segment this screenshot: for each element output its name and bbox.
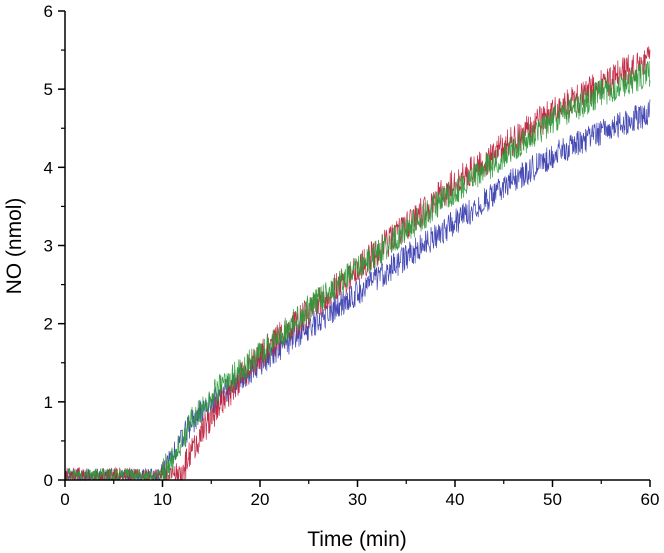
y-tick-label: 5: [44, 80, 53, 99]
x-tick-label: 20: [251, 490, 270, 509]
x-tick-label: 10: [153, 490, 172, 509]
y-tick-label: 0: [44, 471, 53, 490]
series-line: [64, 46, 651, 482]
ticks-layer: 0 10 20 30 40 50 60 0 1 2 3 4 5 6: [44, 2, 660, 509]
x-tick-label: 30: [348, 490, 367, 509]
y-tick-label: 2: [44, 315, 53, 334]
y-axis-title: NO (nmol): [3, 198, 26, 295]
series-layer: [64, 46, 651, 482]
x-tick-label: 60: [641, 490, 660, 509]
x-tick-label: 0: [60, 490, 69, 509]
y-tick-label: 3: [44, 237, 53, 256]
y-tick-label: 4: [44, 158, 53, 177]
x-tick-label: 40: [446, 490, 465, 509]
y-tick-label: 6: [44, 2, 53, 21]
y-tick-label: 1: [44, 393, 53, 412]
axes-layer: [64, 11, 650, 481]
series-line: [64, 61, 651, 482]
x-tick-label: 50: [543, 490, 562, 509]
x-axis-title: Time (min): [307, 528, 407, 551]
series-line: [64, 99, 651, 482]
